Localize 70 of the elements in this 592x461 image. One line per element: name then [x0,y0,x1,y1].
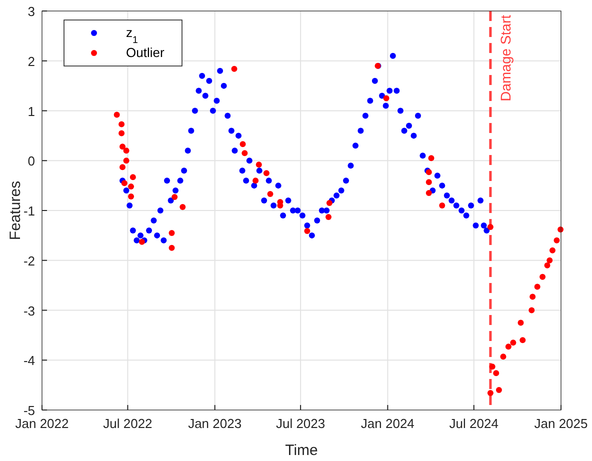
point [540,274,546,280]
x-tick-label: Jan 2022 [15,416,69,431]
x-tick-label: Jul 2024 [449,416,498,431]
point [252,178,259,184]
x-tick-label: Jul 2022 [103,416,152,431]
point [138,238,145,245]
point [267,191,274,198]
point [426,179,432,186]
point [489,364,496,370]
x-axis-title: Time [285,442,318,459]
y-tick-label: 2 [28,54,35,69]
y-tick-label: 3 [28,4,35,19]
point [546,257,553,264]
ref-line-label: Damage Start [497,14,514,102]
point [242,150,248,156]
point [487,390,494,396]
point [180,204,186,210]
x-tick-label: Jul 2023 [276,416,326,431]
x-tick-label: Jan 2024 [360,416,414,431]
point [549,247,556,254]
y-axis-title: Features [7,180,24,240]
point [263,170,270,176]
point [128,194,134,200]
point [121,180,128,186]
point [256,162,262,168]
point [505,344,512,350]
point [496,387,502,394]
point [383,95,390,102]
point [325,214,332,220]
y-tick-label: -4 [23,353,35,368]
y-tick-label: 0 [28,154,35,169]
point [123,158,130,164]
point [544,262,550,268]
x-tick-label: Jan 2023 [188,416,242,431]
point [114,112,120,118]
legend-label: z$_{1}$ [126,25,138,46]
point [528,307,535,314]
y-tick-label: -5 [23,403,35,418]
point [426,190,432,196]
point [520,337,526,344]
point [120,164,126,170]
x-tick-label: Jan 2025 [534,416,588,431]
point [231,66,238,72]
point [130,174,136,180]
point [518,320,524,326]
point [530,294,536,300]
point [118,130,125,136]
y-tick-label: -3 [23,303,35,318]
point [168,230,175,236]
point [240,141,246,148]
point [534,284,540,290]
point [326,200,332,206]
point [439,202,446,209]
point [500,354,506,360]
point [304,228,310,234]
point [428,155,434,162]
point [118,121,125,128]
point [120,144,126,150]
point [172,194,178,200]
y-tick-label: -1 [23,204,35,218]
y-tick-label: 1 [28,104,35,119]
point [493,370,500,376]
point [554,237,560,244]
point [487,224,494,230]
legend-label: Outlier [126,45,165,60]
point [510,340,516,346]
point [128,184,134,190]
y-tick-label: -2 [23,253,35,268]
point [168,244,175,251]
point [123,148,130,154]
